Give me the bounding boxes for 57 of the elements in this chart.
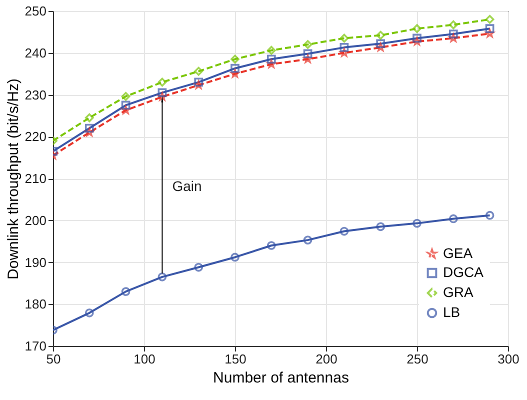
y-tick-label: 250: [24, 4, 46, 18]
y-tick-label: 200: [24, 212, 46, 228]
point: [84, 124, 94, 133]
point: [448, 20, 458, 30]
x-tick-label: 200: [316, 352, 338, 366]
x-tick-label: 100: [134, 352, 156, 366]
point: [121, 100, 130, 110]
point: [84, 308, 94, 318]
point: [340, 34, 349, 43]
point: [376, 39, 386, 48]
point: [303, 49, 312, 58]
y-axis-title: Downlink throughput (bit/s/Hz): [4, 78, 22, 280]
y-tick-label: 180: [24, 296, 46, 312]
point: [266, 241, 276, 250]
point: [376, 222, 386, 232]
point: [158, 272, 167, 282]
legend-label: GRA: [443, 284, 474, 300]
point: [303, 236, 312, 244]
annotation: Gain: [172, 178, 202, 194]
point: [376, 30, 386, 40]
point: [121, 92, 130, 101]
legend-label: LB: [443, 304, 460, 320]
point: [194, 262, 204, 272]
point: [485, 24, 494, 34]
point: [412, 24, 422, 34]
y-tick-label: 230: [24, 87, 46, 102]
y-tick-label: 210: [24, 171, 46, 186]
y-tick-label: 190: [24, 254, 46, 270]
point: [230, 64, 240, 73]
x-tick-label: 150: [224, 352, 246, 366]
point: [158, 78, 167, 87]
x-axis-title: Number of antennas: [213, 370, 349, 386]
legend-label: GEA: [443, 245, 474, 261]
point: [448, 30, 458, 38]
point: [485, 14, 494, 24]
y-tick-label: 170: [24, 338, 46, 354]
y-tick-label: 220: [24, 129, 46, 144]
point: [412, 34, 422, 43]
point: [412, 218, 422, 228]
point: [266, 54, 276, 64]
x-tick-label: 300: [498, 352, 520, 366]
point: [340, 42, 349, 52]
point: [194, 78, 204, 87]
point: [448, 214, 458, 224]
x-tick-label: 250: [406, 352, 428, 366]
point: [303, 40, 312, 49]
legend-label: DGCA: [443, 264, 484, 280]
point: [230, 54, 240, 64]
point: [266, 46, 276, 55]
point: [121, 287, 130, 296]
y-tick-label: 240: [24, 45, 46, 60]
point: [84, 113, 94, 122]
point: [340, 226, 349, 236]
point: [194, 66, 204, 76]
x-tick-label: 50: [46, 352, 61, 366]
point: [230, 252, 240, 262]
point: [158, 88, 167, 98]
